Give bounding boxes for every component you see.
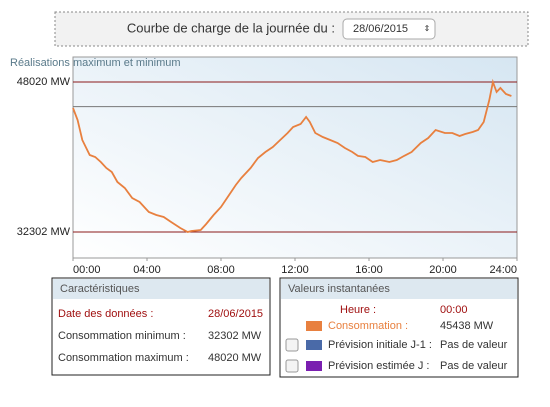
consumption-label: Consommation :	[328, 320, 408, 332]
forecast-checkbox[interactable]	[285, 338, 299, 352]
instant-title: Valeurs instantanées	[288, 283, 390, 295]
chart-title: Réalisations maximum et minimum	[10, 57, 181, 69]
forecast-value: Pas de valeur	[440, 339, 508, 351]
x-tick-label: 16:00	[355, 264, 383, 276]
consumption-value: 45438 MW	[440, 320, 494, 332]
plot-area	[72, 56, 518, 259]
date-select-value[interactable]: 28/06/2015	[353, 23, 408, 35]
x-tick-label: 08:00	[207, 264, 235, 276]
header-box	[54, 11, 529, 47]
row-value: 28/06/2015	[208, 308, 263, 320]
x-tick-label: 00:00	[73, 264, 101, 276]
forecast-label: Prévision initiale J-1 :	[328, 339, 432, 351]
instant-header	[281, 279, 517, 299]
select-arrows[interactable]: ⇕	[424, 24, 431, 33]
time-label: Heure :	[340, 304, 376, 316]
forecast-swatch	[306, 361, 322, 371]
y-tick-label: 32302 MW	[17, 226, 71, 238]
row-label: Date des données :	[58, 308, 153, 320]
forecast-label: Prévision estimée J :	[328, 360, 429, 372]
x-tick-label: 24:00	[489, 264, 517, 276]
row-value: 32302 MW	[208, 330, 262, 342]
x-tick-label: 20:00	[429, 264, 457, 276]
forecast-checkbox[interactable]	[285, 359, 299, 373]
characteristics-title: Caractéristiques	[60, 283, 140, 295]
time-value: 00:00	[440, 304, 468, 316]
y-tick-label: 48020 MW	[17, 76, 71, 88]
row-value: 48020 MW	[208, 352, 262, 364]
x-tick-label: 12:00	[281, 264, 309, 276]
forecast-swatch	[306, 340, 322, 350]
row-label: Consommation maximum :	[58, 352, 189, 364]
date-select[interactable]	[342, 18, 436, 40]
x-tick-label: 04:00	[133, 264, 161, 276]
characteristics-header	[53, 279, 269, 299]
header-label: Courbe de charge de la journée du :	[127, 20, 335, 35]
row-label: Consommation minimum :	[58, 330, 186, 342]
consumption-swatch	[306, 321, 322, 331]
consumption-line	[72, 78, 512, 233]
forecast-value: Pas de valeur	[440, 360, 508, 372]
